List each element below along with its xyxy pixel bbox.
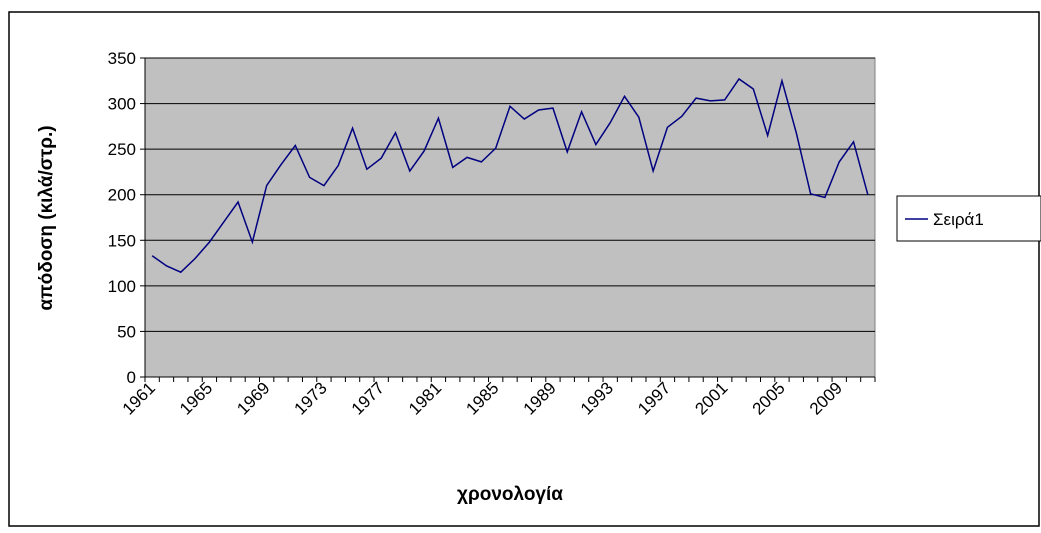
y-tick-label: 300 <box>108 95 136 114</box>
x-axis-title: χρονολογία <box>457 484 563 505</box>
y-tick-label: 150 <box>108 231 136 250</box>
y-tick-label: 100 <box>108 277 136 296</box>
y-tick-label: 0 <box>127 368 136 387</box>
y-tick-label: 200 <box>108 186 136 205</box>
y-axis-title: απόδοση (κιλά/στρ.) <box>36 125 57 310</box>
plot-area <box>144 57 876 378</box>
y-tick-label: 250 <box>108 140 136 159</box>
y-tick-label: 50 <box>117 322 136 341</box>
line-series <box>151 77 869 274</box>
y-tick-label: 350 <box>108 49 136 68</box>
legend-label: Σειρά1 <box>933 210 984 229</box>
